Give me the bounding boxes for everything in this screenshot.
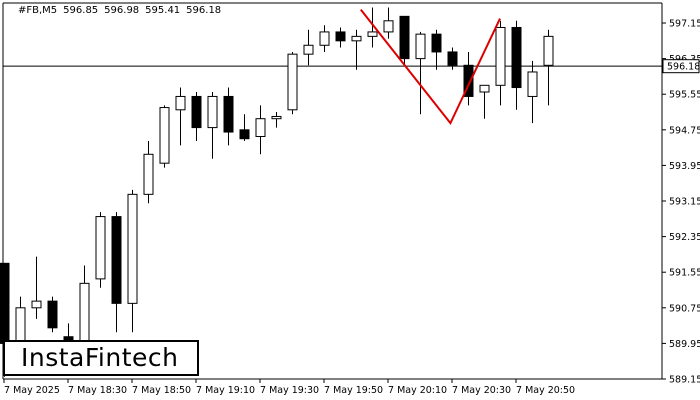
x-tick-label: 7 May 2025 bbox=[4, 385, 60, 396]
candle-bull bbox=[479, 84, 490, 93]
symbol-label: #FB,M5 bbox=[18, 5, 58, 16]
candle-bull bbox=[95, 216, 106, 280]
y-tick-label: 589.15 bbox=[669, 375, 700, 386]
candlestick-series bbox=[0, 7, 554, 377]
current-price-label: 596.18 bbox=[667, 62, 700, 73]
candle-bull bbox=[255, 118, 266, 137]
candle-bear bbox=[191, 95, 202, 129]
x-tick-label: 7 May 19:50 bbox=[324, 385, 383, 396]
x-tick-label: 7 May 20:50 bbox=[516, 385, 575, 396]
candle-bull bbox=[143, 153, 154, 195]
x-tick-label: 7 May 18:50 bbox=[132, 385, 191, 396]
candle-bull bbox=[175, 95, 186, 111]
candle-bear bbox=[335, 31, 346, 42]
x-tick-label: 7 May 20:10 bbox=[388, 385, 447, 396]
y-tick-label: 592.35 bbox=[669, 232, 700, 243]
candle-bull bbox=[15, 307, 26, 342]
chart-axes bbox=[2, 2, 666, 383]
y-tick-label: 593.15 bbox=[669, 197, 700, 208]
y-tick-label: 595.55 bbox=[669, 90, 700, 101]
candle-bull bbox=[31, 300, 42, 309]
candle-bull bbox=[543, 35, 554, 66]
candle-bear bbox=[431, 33, 442, 53]
y-tick-label: 594.75 bbox=[669, 125, 700, 136]
x-tick-label: 7 May 18:30 bbox=[68, 385, 127, 396]
open-value: 596.85 bbox=[63, 5, 99, 16]
candle-bear bbox=[0, 262, 10, 344]
candle-bear bbox=[511, 26, 522, 89]
candle-bull bbox=[79, 282, 90, 342]
candle-bear bbox=[463, 64, 474, 97]
candle-bull bbox=[351, 35, 362, 42]
candle-bull bbox=[159, 107, 170, 164]
y-tick-label: 591.55 bbox=[669, 268, 700, 279]
candle-bull bbox=[319, 31, 330, 46]
x-tick-label: 7 May 20:30 bbox=[452, 385, 511, 396]
candle-bull bbox=[207, 95, 218, 129]
x-tick-label: 7 May 19:10 bbox=[196, 385, 255, 396]
candle-bull bbox=[415, 33, 426, 60]
candle-bear bbox=[111, 216, 122, 304]
close-value: 596.18 bbox=[186, 5, 222, 16]
candle-bear bbox=[223, 95, 234, 133]
pattern-line bbox=[360, 9, 501, 126]
low-value: 595.41 bbox=[145, 5, 181, 16]
candle-bull bbox=[127, 193, 138, 304]
y-axis-labels: 597.15596.35595.55594.75593.95593.15592.… bbox=[662, 19, 700, 386]
candle-bull bbox=[383, 20, 394, 33]
x-tick-label: 7 May 19:30 bbox=[260, 385, 319, 396]
high-value: 596.98 bbox=[104, 5, 140, 16]
brand-logo: InstaFintech bbox=[3, 340, 199, 376]
candle-bear bbox=[239, 129, 250, 140]
chart-header: #FB,M5 596.85 596.98 595.41 596.18 bbox=[18, 5, 227, 16]
candle-bull bbox=[271, 115, 282, 120]
current-price-box bbox=[662, 59, 700, 74]
candle-bull bbox=[303, 44, 314, 55]
pattern-overlay bbox=[360, 9, 501, 126]
candle-bull bbox=[287, 53, 298, 111]
candle-bear bbox=[47, 300, 58, 329]
candle-bear bbox=[399, 15, 410, 60]
y-tick-label: 597.15 bbox=[669, 19, 700, 30]
candle-bull bbox=[495, 26, 506, 86]
candle-bull bbox=[527, 71, 538, 97]
y-tick-label: 593.95 bbox=[669, 161, 700, 172]
y-tick-label: 590.75 bbox=[669, 303, 700, 314]
x-axis-labels: 7 May 2025 7 May 18:30 7 May 18:50 7 May 19… bbox=[4, 385, 575, 396]
y-tick-label: 589.95 bbox=[669, 339, 700, 350]
candle-bear bbox=[447, 51, 458, 66]
candle-bull bbox=[367, 31, 378, 37]
